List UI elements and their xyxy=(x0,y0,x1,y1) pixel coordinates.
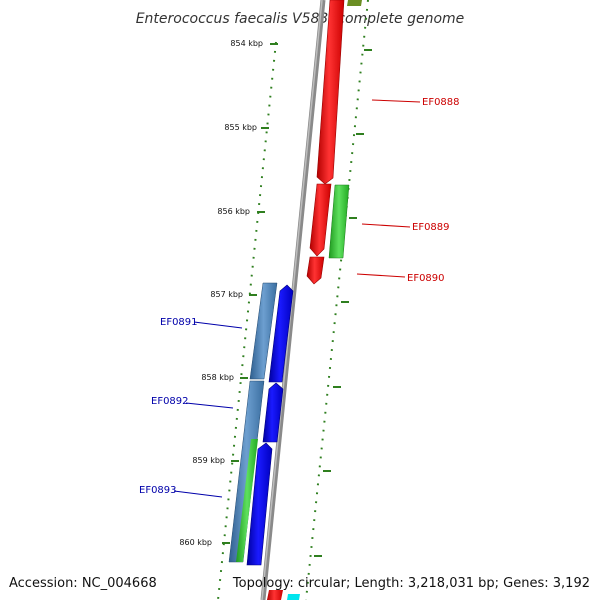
kbp-label: 858 kbp xyxy=(201,373,234,382)
kbp-labels: 854 kbp 855 kbp 856 kbp 857 kbp 858 kbp … xyxy=(179,39,263,547)
gene-label-EF0888[interactable]: EF0888 xyxy=(422,97,460,108)
gene-EF0892[interactable] xyxy=(262,382,284,443)
gene-label-EF0889[interactable]: EF0889 xyxy=(412,222,450,233)
gene-label-EF0890[interactable]: EF0890 xyxy=(407,273,445,284)
cog-band-1[interactable] xyxy=(249,282,278,380)
gene-top-olive[interactable] xyxy=(347,0,362,6)
genome-backbone xyxy=(260,0,326,600)
gene-bottom-cyan[interactable] xyxy=(287,594,300,600)
gene-EF0891[interactable] xyxy=(268,284,294,383)
forward-genes xyxy=(306,0,362,285)
feature-bands xyxy=(228,282,278,563)
gene-EF0889[interactable] xyxy=(309,183,332,257)
label-leader xyxy=(371,99,421,103)
kbp-label: 855 kbp xyxy=(224,123,257,132)
gene-EF0893[interactable] xyxy=(246,442,273,566)
label-leader xyxy=(193,321,243,329)
label-leader xyxy=(173,490,223,498)
right-gene-labels: EF0888 EF0889 EF0890 xyxy=(356,97,460,284)
kbp-label: 857 kbp xyxy=(210,290,243,299)
kbp-label: 856 kbp xyxy=(217,207,250,216)
gene-label-EF0891[interactable]: EF0891 xyxy=(160,317,198,328)
accession-text: Accession: NC_004668 xyxy=(9,576,157,591)
rna-feature-left[interactable] xyxy=(236,439,258,562)
major-ticks-right xyxy=(314,49,372,557)
label-leader xyxy=(356,273,406,278)
gene-EF0888[interactable] xyxy=(316,0,345,185)
left-gene-labels: EF0891 EF0892 EF0893 xyxy=(139,317,243,498)
reverse-genes xyxy=(246,284,294,566)
kbp-label: 860 kbp xyxy=(179,538,212,547)
label-leader xyxy=(185,402,234,409)
right-tick-track xyxy=(305,0,369,600)
gene-EF0890[interactable] xyxy=(306,256,325,285)
gene-bottom-red[interactable] xyxy=(267,590,283,600)
genome-title: Enterococcus faecalis V583, complete gen… xyxy=(136,11,465,27)
topology-text: Topology: circular; Length: 3,218,031 bp… xyxy=(232,576,590,591)
kbp-label: 854 kbp xyxy=(230,39,263,48)
rna-feature-right[interactable] xyxy=(328,184,350,259)
label-leader xyxy=(361,223,411,228)
major-ticks-left xyxy=(222,43,278,544)
gene-label-EF0893[interactable]: EF0893 xyxy=(139,485,177,496)
gene-label-EF0892[interactable]: EF0892 xyxy=(151,396,189,407)
kbp-label: 859 kbp xyxy=(192,456,225,465)
left-tick-track xyxy=(217,41,277,600)
